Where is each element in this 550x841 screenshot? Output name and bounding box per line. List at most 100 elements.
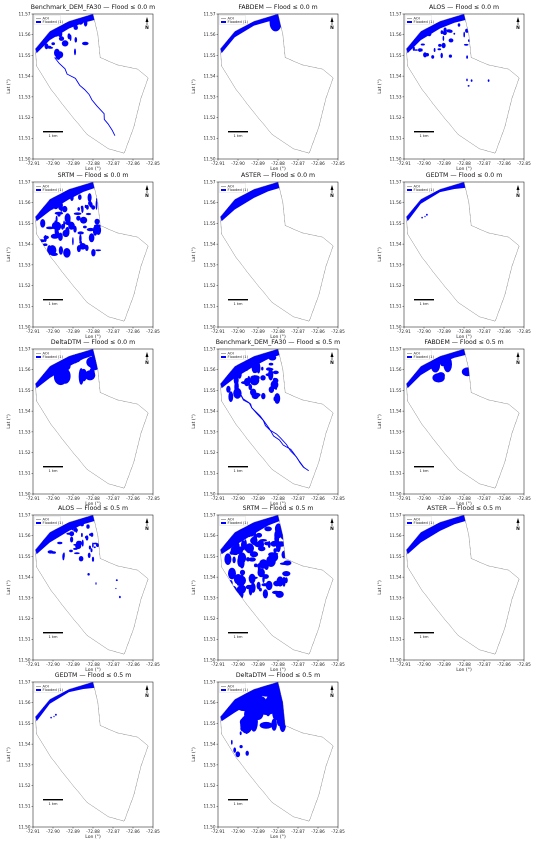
- y-tick-label: 11.51: [204, 804, 216, 809]
- scalebar: [228, 466, 248, 468]
- flood-patch: [87, 193, 92, 203]
- y-tick-label: 11.51: [204, 637, 216, 642]
- north-arrow-icon: [330, 352, 334, 360]
- flood-patch: [82, 41, 89, 46]
- x-tick-label: -72.90: [231, 329, 245, 334]
- flood-patch: [442, 35, 445, 41]
- flood-patch: [270, 540, 278, 547]
- legend-flooded-swatch: [221, 21, 226, 23]
- flood-patch: [55, 713, 57, 716]
- y-tick-label: 11.55: [390, 554, 402, 559]
- y-tick-label: 11.55: [390, 53, 402, 58]
- legend-aoi-label: AOI: [43, 352, 49, 356]
- flood-patch: [441, 42, 446, 49]
- flood-patch: [54, 227, 57, 235]
- y-tick-label: 11.56: [19, 533, 31, 538]
- aoi-outline: [35, 514, 149, 655]
- flood-patch: [91, 249, 96, 257]
- y-tick-label: 11.50: [390, 324, 402, 329]
- flood-patch: [50, 716, 52, 719]
- x-tick-label: -72.85: [331, 829, 345, 834]
- x-tick-label: -72.91: [26, 662, 40, 667]
- y-tick-label: 11.53: [390, 94, 402, 99]
- y-tick-label: 11.56: [204, 533, 216, 538]
- x-tick-label: -72.86: [126, 329, 140, 334]
- x-tick-label: -72.88: [457, 329, 471, 334]
- y-tick-label: 11.57: [390, 346, 402, 351]
- legend-flooded-swatch: [407, 189, 412, 191]
- flood-patch: [245, 750, 249, 756]
- flood-patch: [87, 552, 91, 558]
- flood-patch: [61, 40, 69, 47]
- flood-patch: [448, 29, 453, 33]
- flood-patch: [457, 23, 461, 27]
- flood-patch: [81, 539, 84, 547]
- y-tick-label: 11.57: [19, 512, 31, 517]
- legend-flooded-label: Flooded (1): [43, 688, 64, 692]
- flood-patch: [268, 355, 277, 361]
- chart-title: SRTM — Flood ≤ 0.5 m: [243, 505, 314, 512]
- legend-flooded-label: Flooded (1): [43, 188, 64, 192]
- flood-patch: [228, 567, 236, 580]
- flood-patch: [78, 556, 84, 562]
- map-panel: GEDTM — Flood ≤ 0.0 m -72.91 -72.90 -72.89 -…: [375, 170, 550, 340]
- flood-patch: [272, 370, 279, 375]
- scalebar: [43, 632, 63, 634]
- north-arrow-icon: [330, 185, 334, 193]
- flood-patch: [255, 532, 263, 538]
- x-axis-label: Lon (°): [456, 334, 472, 340]
- x-tick-label: -72.85: [331, 662, 345, 667]
- flood-patch: [91, 205, 96, 210]
- flood-patch: [226, 385, 231, 393]
- y-tick-label: 11.57: [19, 11, 31, 16]
- y-tick-label: 11.53: [390, 595, 402, 600]
- x-axis-label: Lon (°): [270, 334, 286, 340]
- north-arrow-icon: [330, 685, 334, 693]
- legend-flooded-label: Flooded (1): [228, 188, 249, 192]
- legend-flooded-label: Flooded (1): [43, 521, 64, 525]
- flood-patch: [252, 363, 256, 373]
- flood-patch: [426, 213, 428, 216]
- x-tick-label: -72.86: [126, 662, 140, 667]
- flood-patch: [88, 200, 92, 206]
- flood-patch: [71, 525, 77, 529]
- x-tick-label: -72.90: [46, 662, 60, 667]
- flood-patch: [63, 248, 71, 258]
- y-axis-label: Lat (°): [377, 79, 383, 94]
- north-arrow-icon: [516, 352, 520, 360]
- flood-patch: [48, 32, 56, 38]
- map-chart: GEDTM — Flood ≤ 0.0 m -72.91 -72.90 -72.89 -…: [377, 172, 531, 340]
- flood-patch: [279, 579, 286, 582]
- y-tick-label: 11.50: [204, 324, 216, 329]
- y-tick-label: 11.53: [390, 429, 402, 434]
- legend-aoi-label: AOI: [414, 518, 420, 522]
- y-tick-label: 11.51: [19, 471, 31, 476]
- flood-patch: [440, 30, 444, 35]
- aoi-outline: [220, 514, 334, 655]
- legend-box: [219, 15, 246, 25]
- y-tick-label: 11.57: [204, 346, 216, 351]
- flood-patch: [65, 21, 72, 29]
- scalebar: [228, 299, 248, 301]
- y-tick-label: 11.56: [204, 200, 216, 205]
- y-tick-label: 11.54: [204, 409, 216, 414]
- flood-patch: [260, 375, 266, 381]
- legend-flooded-label: Flooded (1): [43, 20, 64, 24]
- flood-patch: [50, 233, 60, 239]
- x-tick-label: -72.86: [497, 662, 511, 667]
- map-chart: SRTM — Flood ≤ 0.0 m -72.91 -72.90 -72.89 -7…: [6, 172, 160, 340]
- scalebar-label: 1 km: [48, 635, 58, 639]
- flood-patch: [272, 702, 280, 721]
- x-tick-label: -72.87: [106, 496, 120, 501]
- map-panel: ALOS — Flood ≤ 0.5 m -72.91 -72.90 -72.89 -7…: [4, 503, 187, 673]
- flood-patch: [239, 718, 247, 726]
- x-tick-label: -72.90: [417, 496, 431, 501]
- map-panel: DeltaDTM — Flood ≤ 0.5 m -72.91 -72.90 -72.…: [189, 670, 372, 840]
- flood-patch: [249, 375, 260, 386]
- flood-patch: [63, 524, 69, 528]
- flood-patch: [262, 592, 268, 597]
- x-tick-label: -72.91: [211, 829, 225, 834]
- x-tick-label: -72.87: [477, 329, 491, 334]
